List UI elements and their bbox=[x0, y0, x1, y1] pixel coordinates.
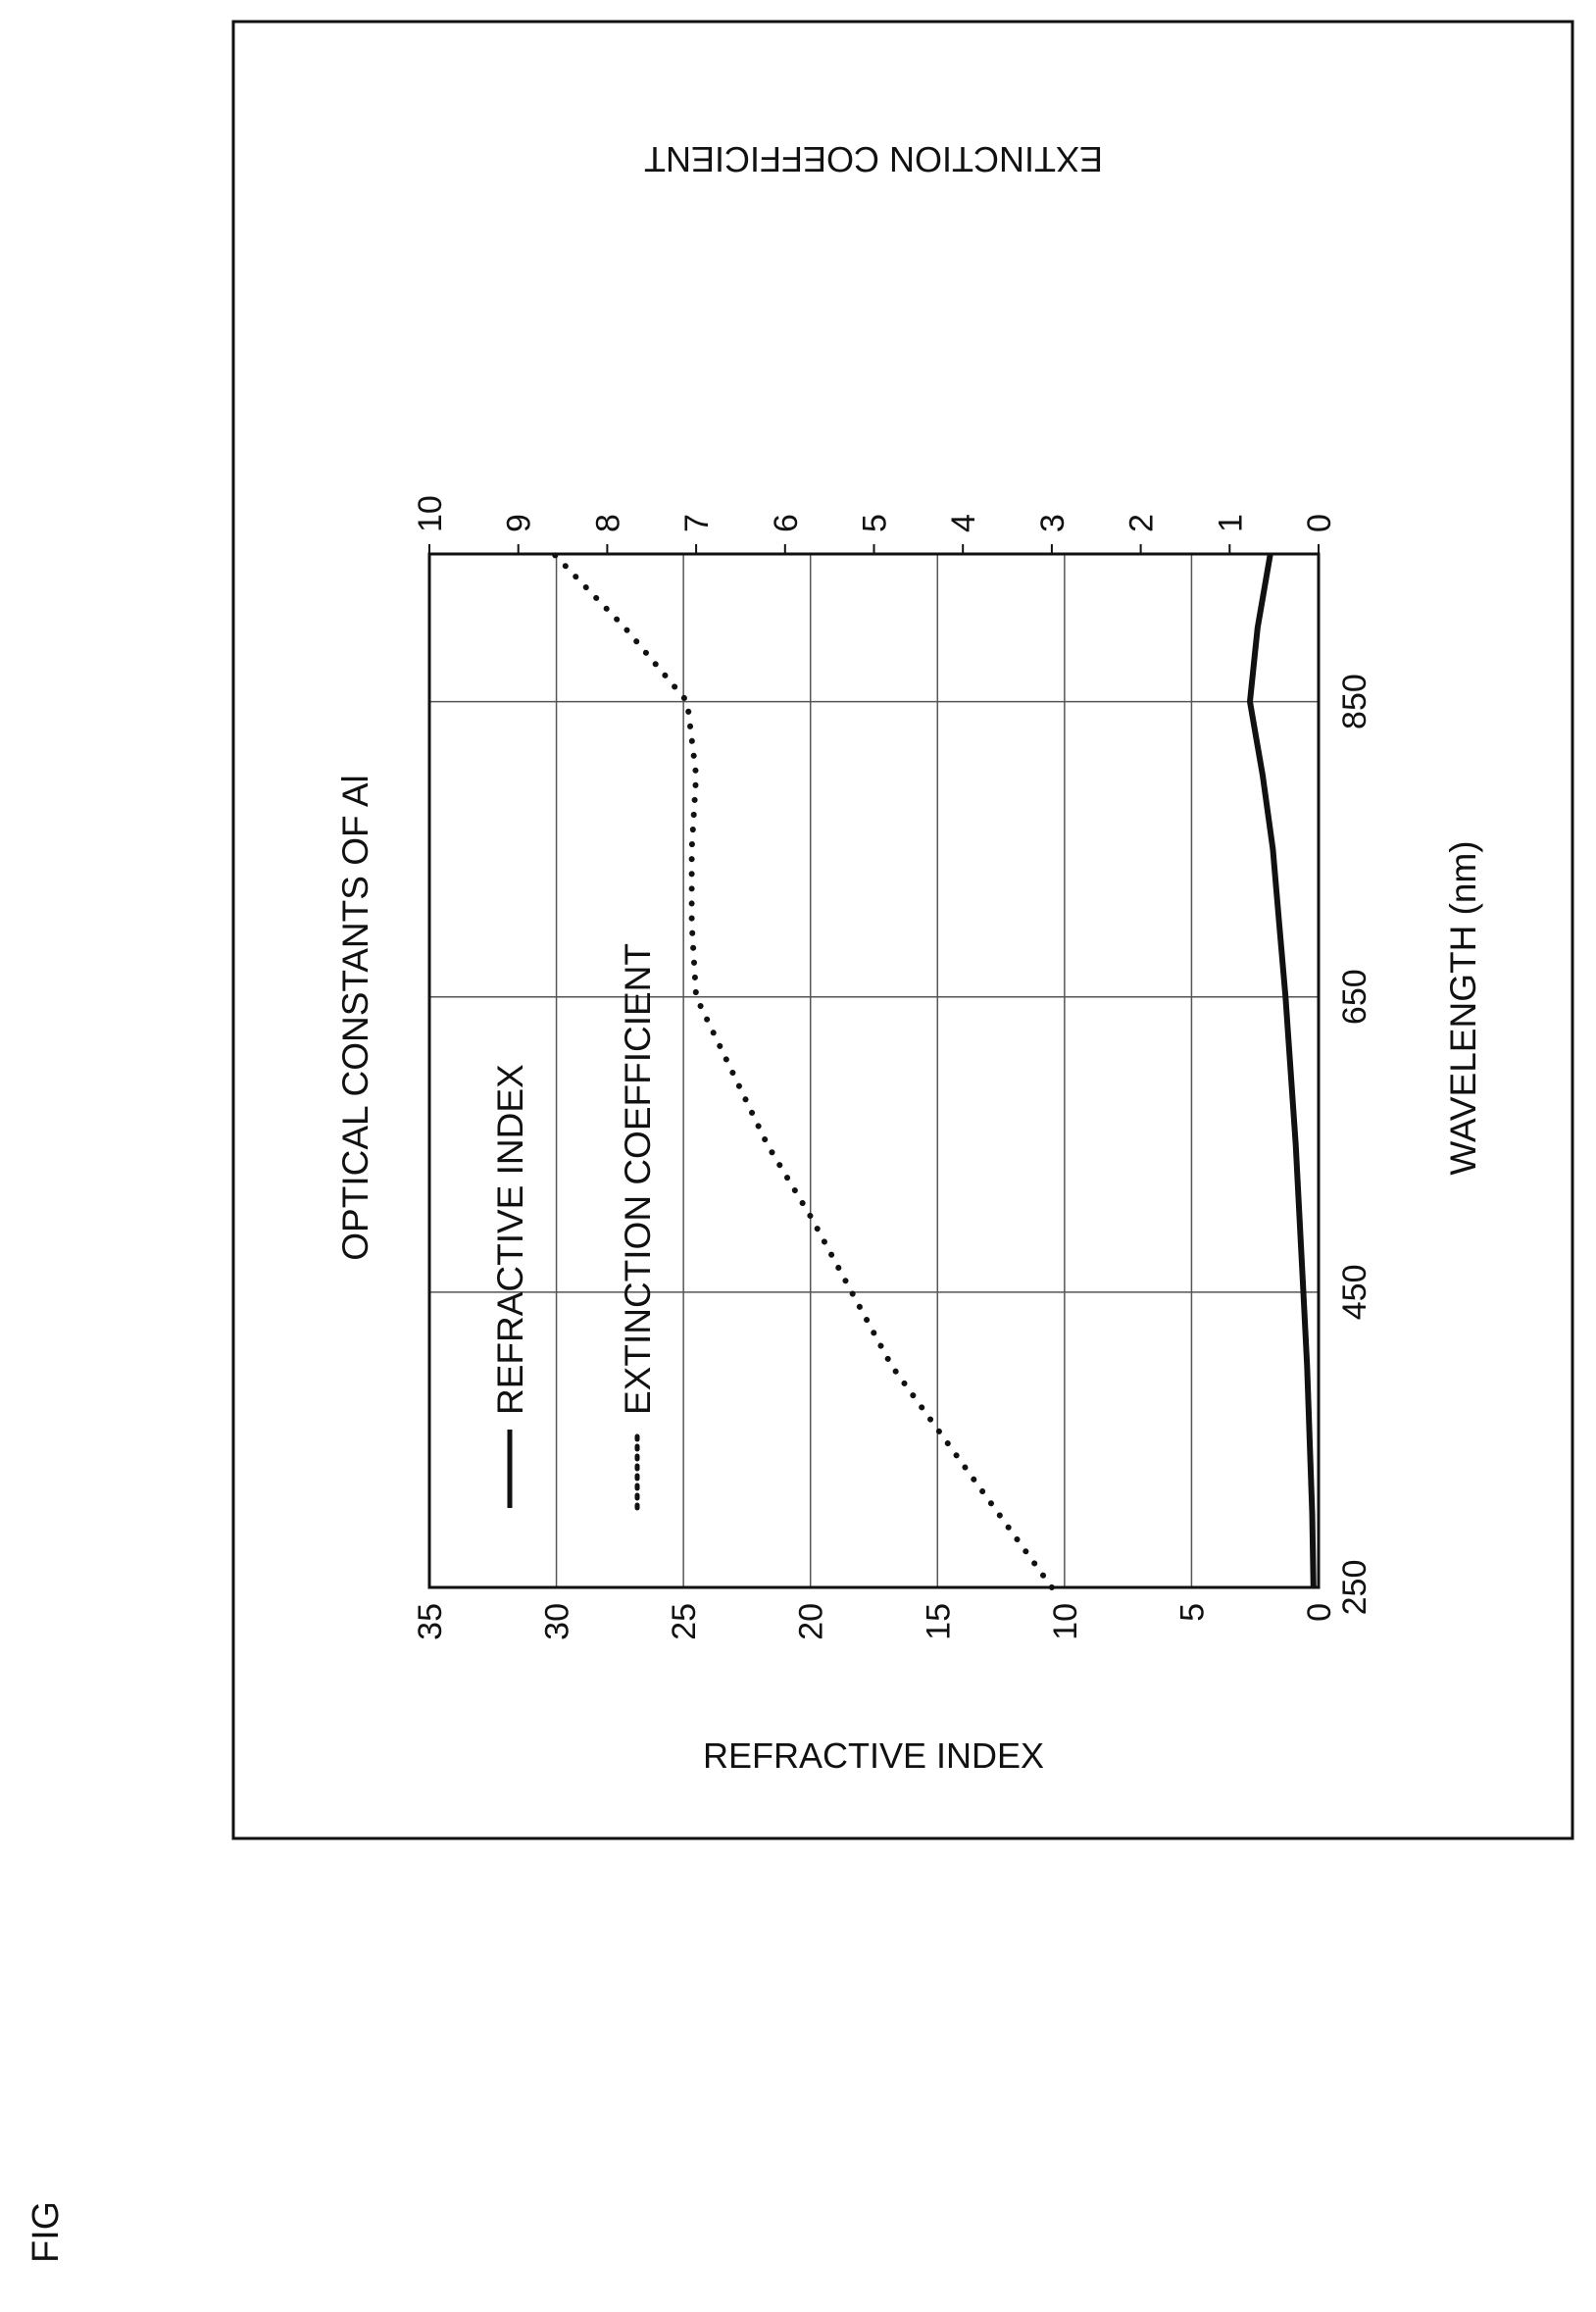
y-right-tick-label: 5 bbox=[857, 514, 894, 532]
y-axis-label-left: REFRACTIVE INDEX bbox=[703, 1735, 1044, 1776]
y-right-tick-label: 3 bbox=[1034, 514, 1072, 532]
chart-title: OPTICAL CONSTANTS OF Al bbox=[335, 775, 375, 1260]
figure-label: FIG.5 bbox=[25, 2204, 67, 2263]
figure-frame bbox=[231, 20, 1574, 1840]
y-left-tick-label: 15 bbox=[920, 1603, 957, 1640]
series-layer bbox=[551, 551, 1317, 1590]
y-left-tick-label: 30 bbox=[539, 1603, 576, 1640]
plot-area bbox=[427, 552, 1321, 1589]
series-line-extinction-coefficient bbox=[551, 551, 1055, 1590]
y-right-tick-label: 9 bbox=[501, 514, 538, 532]
legend-label-extinction-coefficient: EXTINCTION COEFFICIENT bbox=[618, 943, 658, 1415]
y-axis-label-right: EXTINCTION COEFFICIENT bbox=[644, 139, 1103, 179]
y-right-tick-label: 1 bbox=[1212, 514, 1249, 532]
y-right-tick-label: 2 bbox=[1123, 514, 1161, 532]
x-tick-label: 650 bbox=[1336, 969, 1373, 1025]
x-tick-label: 850 bbox=[1336, 674, 1373, 729]
legend-label-refractive-index: REFRACTIVE INDEX bbox=[490, 1064, 530, 1415]
x-tick-label: 250 bbox=[1336, 1560, 1373, 1616]
y-right-tick-label: 6 bbox=[768, 514, 805, 532]
tick-labels: 250 450 650 850 0 5 10 15 20 25 30 35 0 1 2 3 4 5 6 7 8 9 10 bbox=[412, 495, 1373, 1640]
y-right-tick-label: 10 bbox=[412, 495, 449, 532]
figure-label-box: FIG.5 bbox=[25, 2204, 67, 2263]
legend: REFRACTIVE INDEX EXTINCTION COEFFICIENT bbox=[490, 943, 658, 1511]
y-left-tick-label: 5 bbox=[1173, 1603, 1211, 1622]
y-right-tick-label: 8 bbox=[589, 514, 626, 532]
y-left-tick-label: 10 bbox=[1047, 1603, 1084, 1640]
y-left-tick-label: 0 bbox=[1301, 1603, 1338, 1622]
y-right-tick-label: 7 bbox=[678, 514, 716, 532]
y-left-tick-label: 20 bbox=[793, 1603, 830, 1640]
series-line-refractive-index bbox=[1247, 553, 1317, 1588]
x-axis-label: WAVELENGTH (nm) bbox=[1443, 840, 1483, 1175]
y-right-tick-label: 0 bbox=[1301, 514, 1338, 532]
x-tick-label: 450 bbox=[1336, 1264, 1373, 1320]
y-right-tick-label: 4 bbox=[945, 514, 982, 532]
y-left-tick-label: 35 bbox=[412, 1603, 449, 1640]
grid-lines bbox=[429, 554, 1319, 1587]
y-left-tick-label: 25 bbox=[666, 1603, 703, 1640]
rotated-chart: 250 450 650 850 0 5 10 15 20 25 30 35 0 1 2 3 4 5 6 7 8 9 10 O… bbox=[335, 139, 1483, 1776]
